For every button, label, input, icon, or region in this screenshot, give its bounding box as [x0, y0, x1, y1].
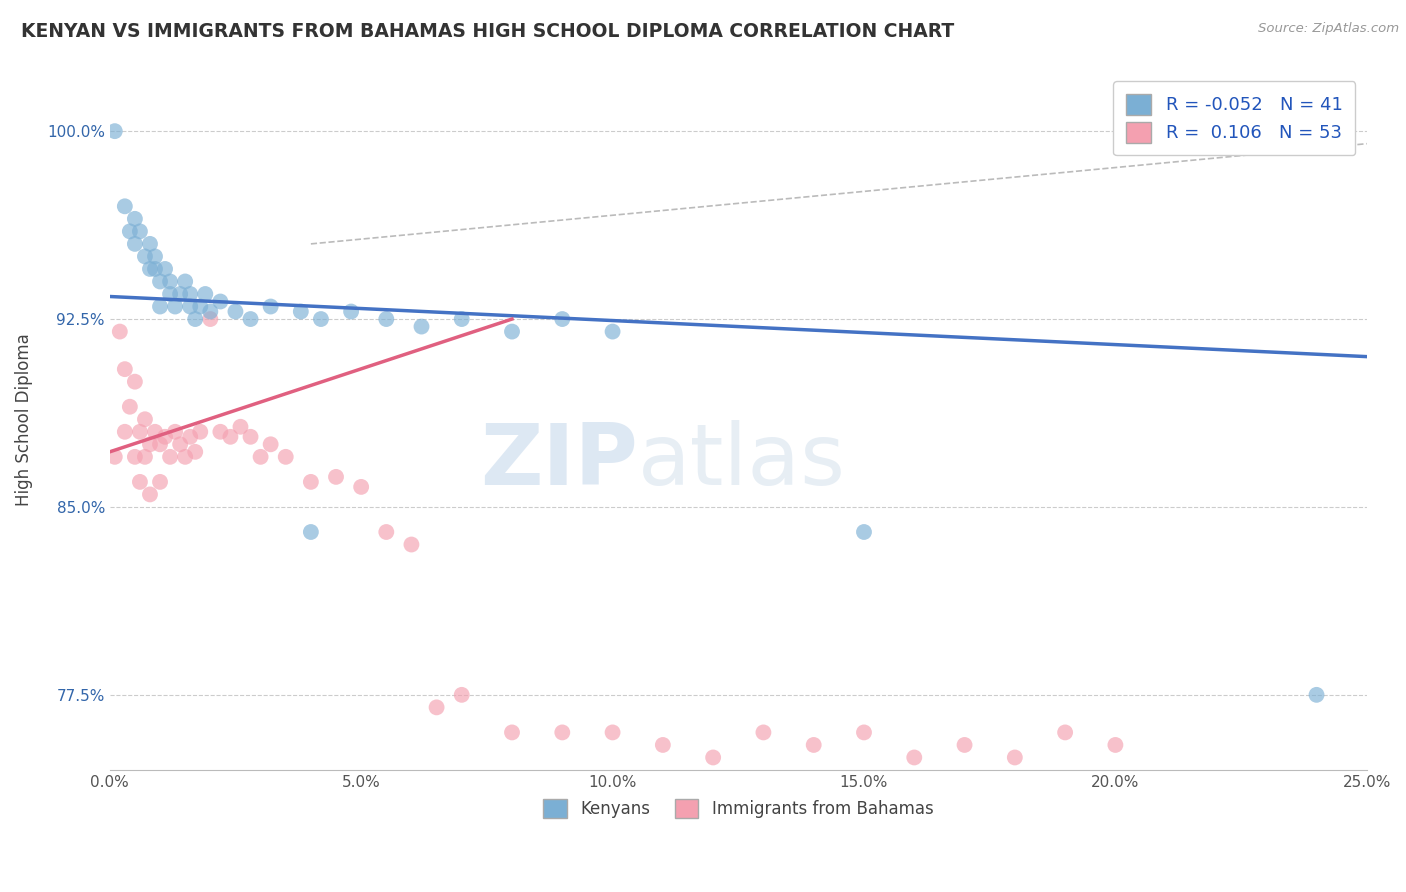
Point	[169, 437, 191, 451]
Point	[702, 750, 724, 764]
Point	[149, 300, 172, 314]
Point	[149, 275, 172, 289]
Point	[299, 524, 322, 539]
Point	[143, 425, 166, 439]
Point	[340, 304, 363, 318]
Point	[375, 312, 398, 326]
Text: ZIP: ZIP	[479, 420, 638, 503]
Point	[194, 287, 217, 301]
Point	[501, 725, 523, 739]
Point	[159, 450, 181, 464]
Point	[953, 738, 976, 752]
Point	[411, 319, 433, 334]
Point	[134, 450, 156, 464]
Point	[124, 375, 146, 389]
Point	[551, 312, 574, 326]
Point	[249, 450, 271, 464]
Point	[153, 262, 176, 277]
Point	[803, 738, 825, 752]
Point	[259, 300, 281, 314]
Point	[426, 700, 449, 714]
Point	[200, 304, 222, 318]
Point	[139, 487, 162, 501]
Text: KENYAN VS IMMIGRANTS FROM BAHAMAS HIGH SCHOOL DIPLOMA CORRELATION CHART: KENYAN VS IMMIGRANTS FROM BAHAMAS HIGH S…	[21, 22, 955, 41]
Point	[124, 211, 146, 226]
Point	[159, 275, 181, 289]
Point	[179, 430, 201, 444]
Point	[219, 430, 242, 444]
Point	[501, 325, 523, 339]
Y-axis label: High School Diploma: High School Diploma	[15, 333, 32, 506]
Point	[224, 304, 246, 318]
Point	[134, 412, 156, 426]
Point	[149, 475, 172, 489]
Point	[853, 725, 876, 739]
Point	[309, 312, 332, 326]
Point	[174, 275, 197, 289]
Point	[124, 236, 146, 251]
Point	[450, 312, 472, 326]
Point	[118, 400, 141, 414]
Point	[114, 199, 136, 213]
Point	[165, 300, 187, 314]
Point	[114, 362, 136, 376]
Point	[209, 425, 232, 439]
Point	[290, 304, 312, 318]
Point	[551, 725, 574, 739]
Point	[752, 725, 775, 739]
Point	[188, 300, 211, 314]
Point	[239, 430, 262, 444]
Point	[1305, 688, 1327, 702]
Point	[159, 287, 181, 301]
Point	[401, 537, 423, 551]
Point	[325, 470, 347, 484]
Legend: Kenyans, Immigrants from Bahamas: Kenyans, Immigrants from Bahamas	[537, 792, 941, 825]
Point	[239, 312, 262, 326]
Point	[903, 750, 925, 764]
Point	[143, 262, 166, 277]
Point	[274, 450, 297, 464]
Point	[184, 312, 207, 326]
Point	[124, 450, 146, 464]
Text: Source: ZipAtlas.com: Source: ZipAtlas.com	[1258, 22, 1399, 36]
Point	[375, 524, 398, 539]
Point	[188, 425, 211, 439]
Point	[853, 524, 876, 539]
Point	[1104, 738, 1126, 752]
Point	[108, 325, 131, 339]
Point	[1004, 750, 1026, 764]
Point	[169, 287, 191, 301]
Point	[114, 425, 136, 439]
Point	[209, 294, 232, 309]
Point	[134, 249, 156, 263]
Point	[129, 224, 152, 238]
Point	[153, 430, 176, 444]
Point	[450, 688, 472, 702]
Point	[299, 475, 322, 489]
Point	[143, 249, 166, 263]
Point	[129, 425, 152, 439]
Point	[200, 312, 222, 326]
Point	[184, 445, 207, 459]
Point	[129, 475, 152, 489]
Point	[139, 236, 162, 251]
Point	[229, 419, 252, 434]
Point	[1054, 725, 1077, 739]
Point	[259, 437, 281, 451]
Point	[179, 300, 201, 314]
Point	[139, 437, 162, 451]
Point	[118, 224, 141, 238]
Text: atlas: atlas	[638, 420, 846, 503]
Point	[139, 262, 162, 277]
Point	[651, 738, 673, 752]
Point	[165, 425, 187, 439]
Point	[179, 287, 201, 301]
Point	[149, 437, 172, 451]
Point	[602, 325, 624, 339]
Point	[174, 450, 197, 464]
Point	[104, 124, 127, 138]
Point	[350, 480, 373, 494]
Point	[104, 450, 127, 464]
Point	[602, 725, 624, 739]
